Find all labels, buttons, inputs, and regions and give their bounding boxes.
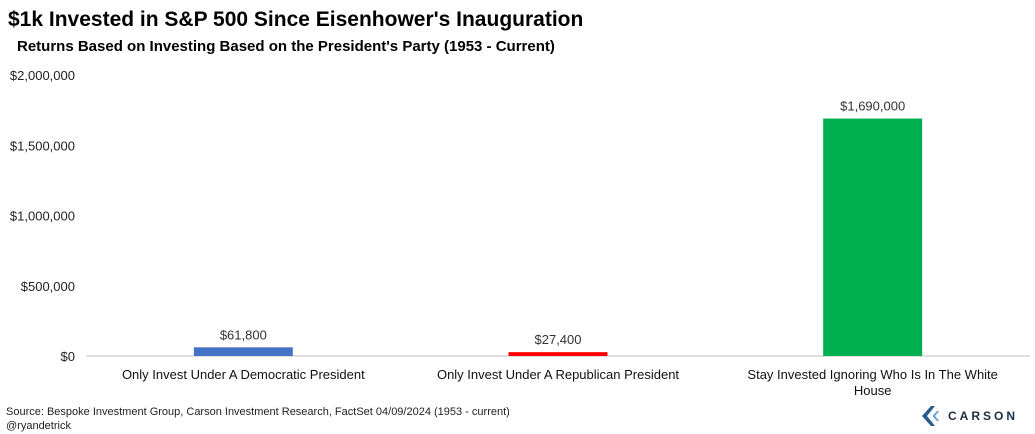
y-tick-label: $1,500,000 — [10, 138, 75, 153]
bar — [823, 118, 923, 357]
carson-logo-text: CARSON — [948, 409, 1019, 423]
data-label: $61,800 — [220, 327, 267, 342]
chart-title: $1k Invested in S&P 500 Since Eisenhower… — [8, 8, 584, 31]
x-tick-label: Only Invest Under A Republican President — [437, 367, 679, 382]
x-tick-label: House — [854, 383, 892, 398]
y-tick-label: $500,000 — [21, 279, 75, 294]
y-tick-label: $0 — [61, 349, 75, 364]
chart-subtitle: Returns Based on Investing Based on the … — [17, 38, 555, 55]
carson-chevron-logo-icon — [922, 406, 939, 426]
data-label: $1,690,000 — [840, 99, 905, 114]
source-note: Source: Bespoke Investment Group, Carson… — [6, 406, 510, 418]
bar — [193, 347, 293, 356]
author-handle: @ryandetrick — [6, 420, 71, 432]
y-tick-label: $1,000,000 — [10, 209, 75, 224]
x-tick-label: Only Invest Under A Democratic President — [122, 367, 365, 382]
bar — [508, 352, 608, 356]
chart-footer: Source: Bespoke Investment Group, Carson… — [6, 405, 510, 433]
y-tick-label: $2,000,000 — [10, 68, 75, 83]
data-label: $27,400 — [535, 332, 582, 347]
carson-logo: CARSON — [918, 404, 1018, 428]
x-tick-label: Stay Invested Ignoring Who Is In The Whi… — [747, 367, 998, 382]
